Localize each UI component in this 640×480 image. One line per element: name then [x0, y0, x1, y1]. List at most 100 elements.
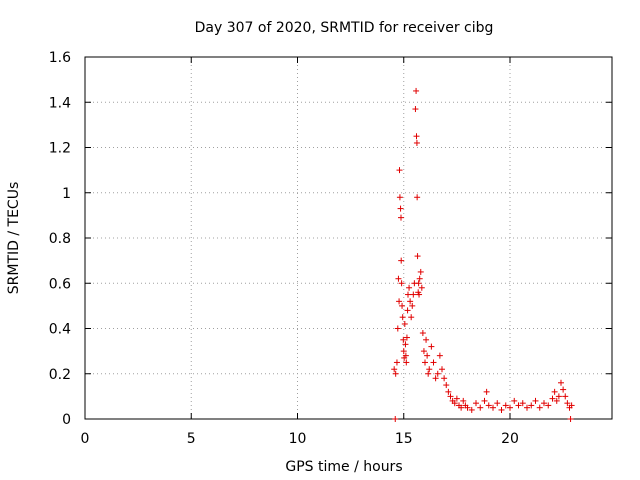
data-point: [398, 280, 405, 287]
data-point: [485, 402, 492, 409]
data-point: [430, 359, 437, 366]
data-series: [391, 87, 575, 422]
x-tick-label: 10: [289, 431, 307, 447]
data-point: [418, 284, 425, 291]
y-tick-label: 1.2: [49, 141, 71, 157]
data-point: [464, 404, 471, 411]
data-point: [458, 404, 465, 411]
data-point: [545, 402, 552, 409]
data-point: [419, 330, 426, 337]
data-point: [396, 167, 403, 174]
x-tick-label: 0: [81, 431, 90, 447]
data-point: [460, 397, 467, 404]
data-point: [445, 388, 452, 395]
data-point: [549, 395, 556, 402]
data-point: [403, 334, 410, 341]
data-point: [412, 106, 419, 113]
x-axis: 0 5 10 15 20: [81, 57, 519, 447]
data-point: [392, 416, 399, 422]
data-point: [414, 194, 421, 201]
x-tick-label: 15: [395, 431, 413, 447]
data-point: [400, 336, 407, 343]
data-point: [415, 280, 422, 287]
data-point: [398, 257, 405, 264]
data-point: [473, 400, 479, 407]
data-point: [396, 194, 403, 201]
y-tick-label: 1: [62, 186, 71, 202]
data-point: [407, 298, 414, 305]
data-point: [414, 253, 421, 260]
y-tick-label: 0.2: [49, 367, 71, 383]
data-point: [439, 366, 445, 373]
data-point: [397, 205, 404, 212]
data-point: [399, 314, 406, 321]
x-tick-label: 5: [187, 431, 196, 447]
data-point: [394, 325, 401, 332]
data-point: [405, 291, 411, 298]
data-point: [441, 375, 448, 382]
data-point: [524, 404, 530, 411]
y-tick-label: 1.6: [49, 50, 71, 66]
data-point: [393, 359, 400, 366]
data-point: [494, 400, 501, 407]
data-point: [468, 406, 475, 413]
data-point: [562, 393, 569, 400]
data-point: [400, 348, 407, 355]
data-point: [481, 397, 488, 404]
data-point: [396, 298, 403, 305]
data-point: [403, 359, 410, 366]
x-axis-label: GPS time / hours: [285, 459, 402, 475]
data-point: [399, 302, 406, 309]
data-point: [413, 139, 420, 146]
data-point: [443, 382, 450, 389]
data-point: [416, 275, 423, 282]
data-point: [428, 343, 435, 350]
data-point: [420, 348, 427, 355]
data-point: [436, 352, 443, 359]
data-point: [426, 366, 433, 373]
y-tick-label: 0: [62, 412, 71, 428]
data-point: [477, 404, 484, 411]
data-point: [536, 404, 543, 411]
data-point: [417, 268, 424, 275]
data-point: [402, 352, 409, 359]
data-point: [555, 393, 562, 400]
data-point: [408, 314, 415, 321]
grid: [85, 57, 612, 419]
data-point: [551, 388, 558, 395]
x-tick-label: 20: [501, 431, 519, 447]
data-point: [434, 370, 441, 377]
chart-title: Day 307 of 2020, SRMTID for receiver cib…: [195, 20, 494, 36]
data-point: [447, 393, 454, 400]
data-point: [423, 336, 430, 343]
data-point: [413, 133, 420, 140]
data-point: [498, 406, 505, 413]
data-point: [558, 379, 564, 386]
data-point: [553, 397, 560, 404]
data-point: [401, 320, 408, 327]
data-point: [453, 395, 460, 402]
data-point: [422, 359, 428, 366]
data-point: [413, 87, 420, 94]
data-point: [490, 404, 496, 411]
data-point: [560, 386, 567, 393]
data-point: [402, 341, 409, 348]
data-point: [424, 352, 431, 359]
data-point: [425, 370, 432, 377]
data-point: [519, 400, 526, 407]
data-point: [410, 291, 417, 298]
data-point: [432, 375, 439, 382]
plot-frame: [84, 56, 613, 420]
y-axis-label: SRMTID / TECUs: [6, 182, 22, 295]
data-point: [404, 307, 411, 314]
y-tick-label: 1.4: [49, 95, 71, 111]
data-point: [395, 275, 402, 282]
y-axis: 0 0.2 0.4 0.6 0.8 1 1.2 1.4 1.6: [49, 50, 612, 428]
data-point: [568, 402, 575, 409]
data-point: [502, 402, 509, 409]
data-point: [406, 284, 413, 291]
data-point: [567, 416, 574, 422]
data-point: [511, 397, 518, 404]
data-point: [483, 388, 490, 395]
